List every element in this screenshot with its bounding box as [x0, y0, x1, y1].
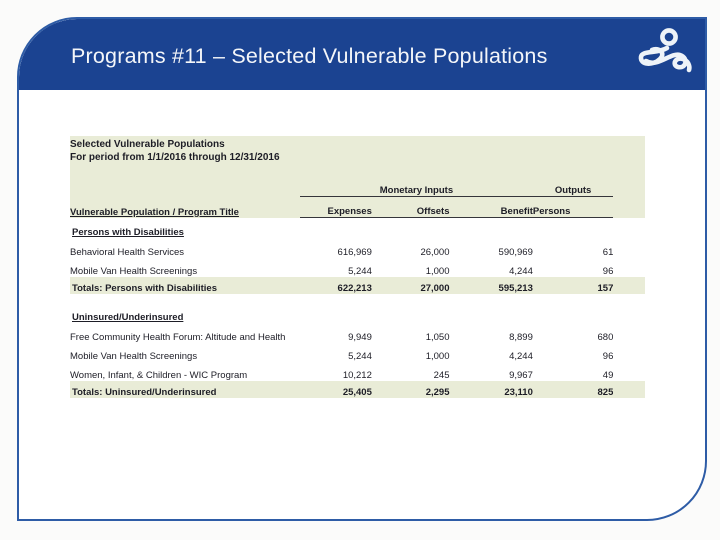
spacer-cell [613, 176, 645, 197]
offsets-value: 1,000 [425, 351, 450, 362]
spacer-cell [613, 196, 645, 218]
table-row: Mobile Van Health Screenings 5,244 1,000 4,… [70, 258, 645, 277]
table-row: Totals: Persons with Disabilities 622,213… [70, 277, 645, 294]
title-banner: Programs #11 – Selected Vulnerable Popul… [19, 19, 705, 90]
spacer-cell [613, 381, 645, 398]
total-benefit-value: 595,213 [449, 277, 533, 294]
slide-title: Programs #11 – Selected Vulnerable Popul… [71, 44, 548, 68]
group-name: Persons with Disabilities [72, 227, 184, 238]
column-header-offsets: Offsets [371, 196, 450, 218]
table-row: Free Community Health Forum: Altitude an… [70, 324, 645, 343]
spacer [70, 163, 645, 176]
spacer [70, 294, 645, 303]
program-title: Free Community Health Forum: Altitude an… [70, 332, 286, 343]
group-name: Uninsured/Underinsured [72, 312, 184, 323]
expenses-value: 616,969 [337, 247, 372, 258]
expenses-value: 5,244 [348, 351, 372, 362]
report-table-body: Persons with Disabilities Behavioral Heal… [70, 218, 645, 398]
offsets-value: 245 [433, 370, 450, 381]
total-expenses-value: 622,213 [300, 277, 372, 294]
persons-value: 96 [602, 351, 614, 362]
column-header-expenses: Expenses [300, 196, 372, 218]
table-row: Uninsured/Underinsured [70, 303, 645, 324]
total-title: Totals: Persons with Disabilities [70, 277, 300, 294]
table-row [70, 294, 645, 303]
total-persons-value: 157 [532, 277, 614, 294]
expenses-value: 9,949 [348, 332, 372, 343]
report-table-head: Selected Vulnerable Populations For peri… [70, 136, 645, 218]
total-offsets-value: 2,295 [371, 381, 450, 398]
benefit-value: 8,899 [509, 332, 533, 343]
column-group-outputs: Outputs [532, 176, 614, 197]
spacer-cell [613, 362, 645, 381]
table-row: Mobile Van Health Screenings 5,244 1,000 4,… [70, 343, 645, 362]
report-title: Selected Vulnerable Populations [70, 136, 645, 150]
spacer-cell [613, 324, 645, 343]
table-row: Totals: Uninsured/Underinsured 25,405 2,29… [70, 381, 645, 398]
report-table: Selected Vulnerable Populations For peri… [70, 136, 645, 398]
expenses-value: 5,244 [348, 266, 372, 277]
program-title: Women, Infant, & Children - WIC Program [70, 370, 248, 381]
expenses-value: 10,212 [342, 370, 372, 381]
total-title: Totals: Uninsured/Underinsured [70, 381, 300, 398]
column-group-monetary-inputs: Monetary Inputs [300, 176, 533, 197]
offsets-value: 1,000 [425, 266, 450, 277]
total-expenses-value: 25,405 [300, 381, 372, 398]
program-title: Mobile Van Health Screenings [70, 266, 198, 277]
table-row: Persons with Disabilities [70, 218, 645, 240]
spacer-cell [613, 239, 645, 258]
offsets-value: 1,050 [425, 332, 450, 343]
persons-value: 96 [602, 266, 614, 277]
table-row: Women, Infant, & Children - WIC Program 1… [70, 362, 645, 381]
report-period: For period from 1/1/2016 through 12/31/2… [70, 150, 645, 163]
spacer-cell [613, 258, 645, 277]
benefit-value: 4,244 [509, 351, 533, 362]
column-header-program: Vulnerable Population / Program Title [70, 196, 300, 218]
program-title: Mobile Van Health Screenings [70, 351, 198, 362]
persons-value: 61 [602, 247, 614, 258]
total-benefit-value: 23,110 [449, 381, 533, 398]
persons-value: 680 [597, 332, 614, 343]
program-title: Behavioral Health Services [70, 247, 185, 258]
column-header-benefit: Benefit [449, 196, 533, 218]
spacer-cell [613, 277, 645, 294]
persons-value: 49 [602, 370, 614, 381]
spacer-cell [613, 343, 645, 362]
benefit-value: 4,244 [509, 266, 533, 277]
benefit-value: 9,967 [509, 370, 533, 381]
offsets-value: 26,000 [420, 247, 450, 258]
total-offsets-value: 27,000 [371, 277, 450, 294]
spacer-cell [70, 176, 300, 197]
slide-card: Programs #11 – Selected Vulnerable Popul… [17, 17, 707, 521]
total-persons-value: 825 [532, 381, 614, 398]
org-logo-icon [638, 28, 692, 73]
benefit-value: 590,969 [498, 247, 533, 258]
table-row: Behavioral Health Services 616,969 26,000 5… [70, 239, 645, 258]
column-header-persons: Persons [532, 196, 614, 218]
